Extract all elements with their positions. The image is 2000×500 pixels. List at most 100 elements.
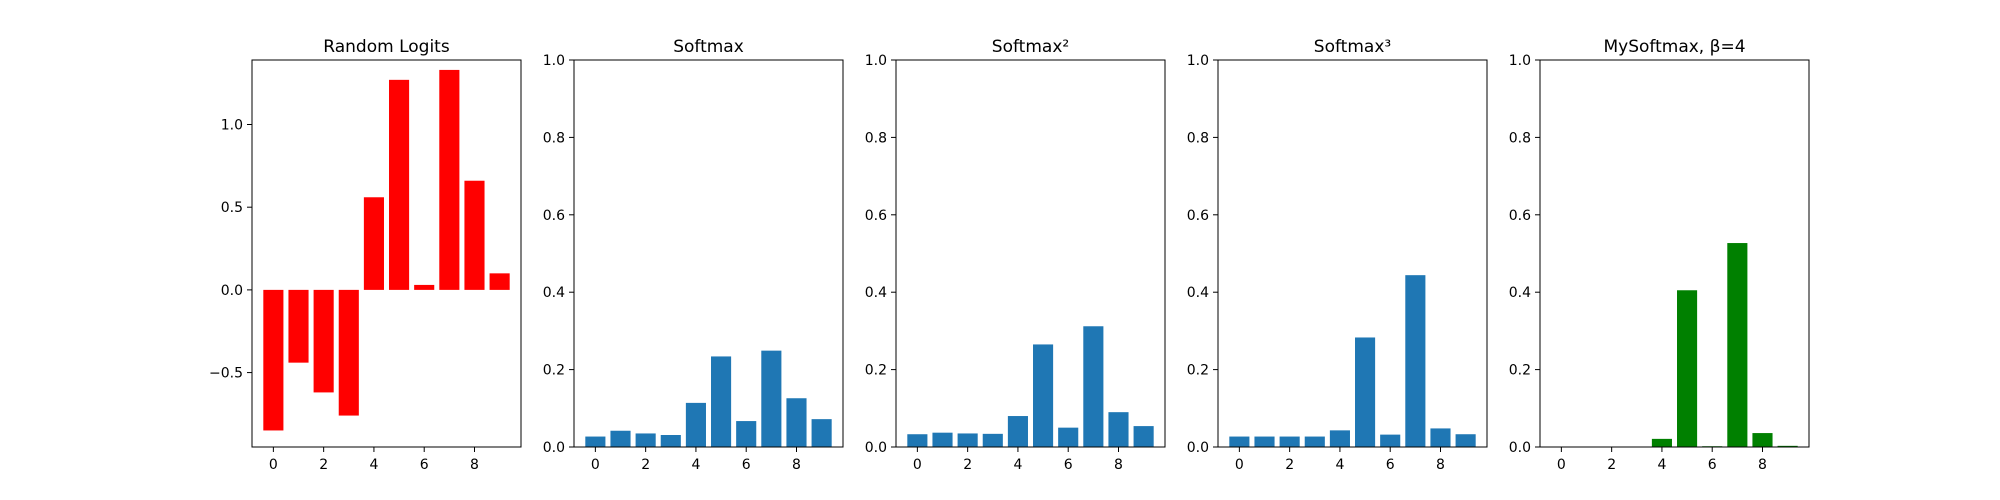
bar-6 xyxy=(1058,427,1079,447)
x-tick-label: 2 xyxy=(1607,457,1616,473)
bar-9 xyxy=(1777,445,1798,447)
bar-4 xyxy=(1007,416,1028,447)
x-tick-label: 0 xyxy=(591,457,600,473)
y-tick-label: 0.0 xyxy=(865,440,887,456)
bar-8 xyxy=(1108,412,1129,447)
bar-7 xyxy=(439,69,460,290)
y-tick-label: −0.5 xyxy=(209,366,243,382)
x-tick-label: 4 xyxy=(369,457,378,473)
x-tick-label: 6 xyxy=(420,457,429,473)
bar-9 xyxy=(1133,426,1154,447)
x-tick-label: 8 xyxy=(470,457,479,473)
y-tick-label: 0.0 xyxy=(1187,440,1209,456)
bar-8 xyxy=(1752,433,1773,447)
bar-3 xyxy=(982,433,1003,447)
bar-3 xyxy=(338,289,359,416)
bar-7 xyxy=(1727,243,1748,447)
bar-1 xyxy=(610,430,631,447)
bar-5 xyxy=(1033,344,1054,447)
bar-0 xyxy=(585,436,606,447)
y-tick-label: 1.0 xyxy=(865,53,887,69)
y-tick-label: 0.8 xyxy=(865,130,887,146)
bar-0 xyxy=(907,434,928,447)
y-tick-label: 0.4 xyxy=(1509,285,1531,301)
chart-title: MySoftmax, β=4 xyxy=(1603,37,1745,57)
axes-frame xyxy=(895,59,1166,448)
bar-9 xyxy=(811,419,832,447)
x-tick-label: 2 xyxy=(319,457,328,473)
y-tick-label: 0.8 xyxy=(1509,130,1531,146)
x-tick-label: 6 xyxy=(1386,457,1395,473)
x-tick-label: 8 xyxy=(1114,457,1123,473)
bar-3 xyxy=(660,435,681,447)
chart-panel-3: 0.0 0.2 0.4 0.6 0.8 1.0 0 2 4 6 8 Softmax³ xyxy=(1187,37,1488,473)
chart-title: Softmax xyxy=(673,37,744,57)
x-tick-label: 8 xyxy=(1436,457,1445,473)
y-tick-label: 0.8 xyxy=(1187,130,1209,146)
x-tick-label: 6 xyxy=(742,457,751,473)
bar-0 xyxy=(1229,436,1250,447)
bar-4 xyxy=(363,197,384,290)
y-tick-label: 1.0 xyxy=(1187,53,1209,69)
bar-2 xyxy=(1279,436,1300,447)
x-tick-label: 6 xyxy=(1064,457,1073,473)
y-tick-label: 0.6 xyxy=(1187,208,1209,224)
y-tick-label: 0.0 xyxy=(1509,440,1531,456)
x-tick-label: 4 xyxy=(1013,457,1022,473)
bar-5 xyxy=(1355,337,1376,447)
y-tick-label: 0.5 xyxy=(221,200,243,216)
bar-0 xyxy=(263,289,284,431)
bar-5 xyxy=(389,79,410,290)
bar-4 xyxy=(1651,438,1672,447)
x-tick-label: 4 xyxy=(1335,457,1344,473)
y-tick-label: 0.2 xyxy=(543,363,565,379)
x-tick-label: 0 xyxy=(913,457,922,473)
y-tick-label: 0.4 xyxy=(865,285,887,301)
y-tick-label: 0.2 xyxy=(1509,363,1531,379)
x-tick-label: 0 xyxy=(269,457,278,473)
bar-1 xyxy=(932,432,953,447)
y-tick-label: 0.4 xyxy=(543,285,565,301)
bar-6 xyxy=(1380,434,1401,447)
chart-panel-2: 0.0 0.2 0.4 0.6 0.8 1.0 0 2 4 6 8 Softmax² xyxy=(865,37,1166,473)
bar-4 xyxy=(685,402,706,447)
bar-9 xyxy=(1455,434,1476,447)
y-tick-label: 1.0 xyxy=(221,118,243,134)
chart-panel-1: 0.0 0.2 0.4 0.6 0.8 1.0 0 2 4 6 8 Softmax xyxy=(543,37,844,473)
bar-8 xyxy=(1430,428,1451,447)
bar-7 xyxy=(1083,326,1104,447)
y-tick-label: 0.0 xyxy=(543,440,565,456)
x-tick-label: 8 xyxy=(792,457,801,473)
y-tick-label: 1.0 xyxy=(1509,53,1531,69)
bar-7 xyxy=(1405,275,1426,447)
bar-5 xyxy=(711,356,732,447)
bar-4 xyxy=(1329,430,1350,447)
bar-7 xyxy=(761,350,782,447)
bar-1 xyxy=(1254,436,1275,447)
bar-2 xyxy=(635,433,656,447)
chart-title: Softmax³ xyxy=(1314,37,1391,57)
bar-1 xyxy=(288,289,309,363)
y-tick-label: 1.0 xyxy=(543,53,565,69)
bar-8 xyxy=(786,398,807,447)
axes-frame xyxy=(1217,59,1488,448)
bar-5 xyxy=(1677,290,1698,447)
chart-panel-4: 0.0 0.2 0.4 0.6 0.8 1.0 0 2 4 6 8 MySoftmax, β=4 xyxy=(1509,37,1810,473)
axes-frame xyxy=(251,59,522,448)
axes-frame xyxy=(1539,59,1810,448)
y-tick-label: 0.6 xyxy=(865,208,887,224)
y-tick-label: 0.2 xyxy=(865,363,887,379)
y-tick-label: 0.8 xyxy=(543,130,565,146)
y-tick-label: 0.4 xyxy=(1187,285,1209,301)
x-tick-label: 0 xyxy=(1235,457,1244,473)
bar-6 xyxy=(736,421,757,447)
chart-panel-0: −0.5 0.0 0.5 1.0 0 2 4 6 8 Random Logits xyxy=(209,37,522,473)
chart-title: Random Logits xyxy=(323,37,450,57)
y-tick-label: 0.6 xyxy=(1509,208,1531,224)
y-tick-label: 0.0 xyxy=(221,283,243,299)
bar-2 xyxy=(313,289,334,393)
x-tick-label: 0 xyxy=(1557,457,1566,473)
bar-6 xyxy=(414,284,435,290)
x-tick-label: 2 xyxy=(963,457,972,473)
